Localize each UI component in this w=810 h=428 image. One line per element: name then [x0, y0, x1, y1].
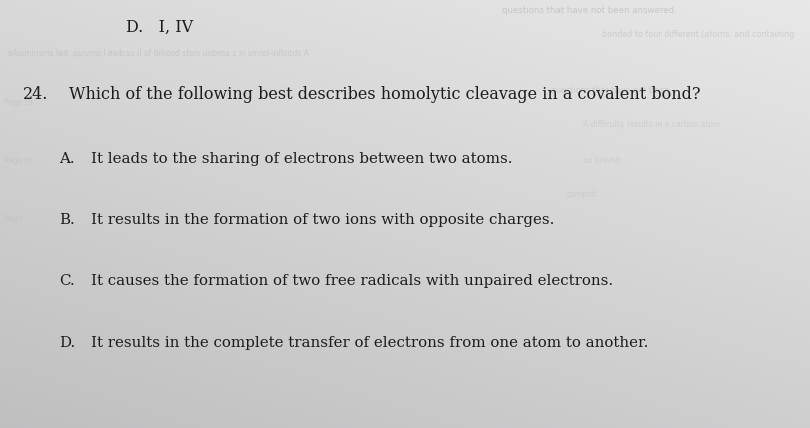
- Text: bonded to four different (atoms, and containing: bonded to four different (atoms, and con…: [602, 30, 794, 39]
- Text: It leads to the sharing of electrons between two atoms.: It leads to the sharing of electrons bet…: [91, 152, 512, 166]
- Text: It causes the formation of two free radicals with unpaired electrons.: It causes the formation of two free radi…: [91, 274, 613, 288]
- Text: no knivnb: no knivnb: [583, 156, 621, 165]
- Text: A difficulty results in a carbon atom: A difficulty results in a carbon atom: [583, 120, 721, 129]
- Text: C.: C.: [59, 274, 75, 288]
- Text: questions that have not been answered: questions that have not been answered: [502, 6, 674, 15]
- Text: questions that have not been: questions that have not been: [551, 86, 669, 95]
- Text: It results in the formation of two ions with opposite charges.: It results in the formation of two ions …: [91, 213, 554, 227]
- Text: Page to: Page to: [4, 98, 32, 107]
- Text: Which of the following best describes homolytic cleavage in a covalent bond?: Which of the following best describes ho…: [69, 86, 701, 103]
- Text: D.: D.: [59, 336, 75, 350]
- Text: Page to: Page to: [4, 156, 32, 165]
- Text: B.: B.: [59, 213, 75, 227]
- Text: D.   I, IV: D. I, IV: [126, 19, 193, 36]
- Text: compnb: compnb: [567, 190, 598, 199]
- Text: A.: A.: [59, 152, 75, 166]
- Text: Page: Page: [4, 214, 23, 223]
- Text: eAsiminsins lait ,quivms l,esib.sv,il of bihood stois uobnss s xi smiss-villsitd: eAsiminsins lait ,quivms l,esib.sv,il of…: [8, 49, 309, 58]
- Text: It results in the complete transfer of electrons from one atom to another.: It results in the complete transfer of e…: [91, 336, 648, 350]
- Text: 24.: 24.: [23, 86, 48, 103]
